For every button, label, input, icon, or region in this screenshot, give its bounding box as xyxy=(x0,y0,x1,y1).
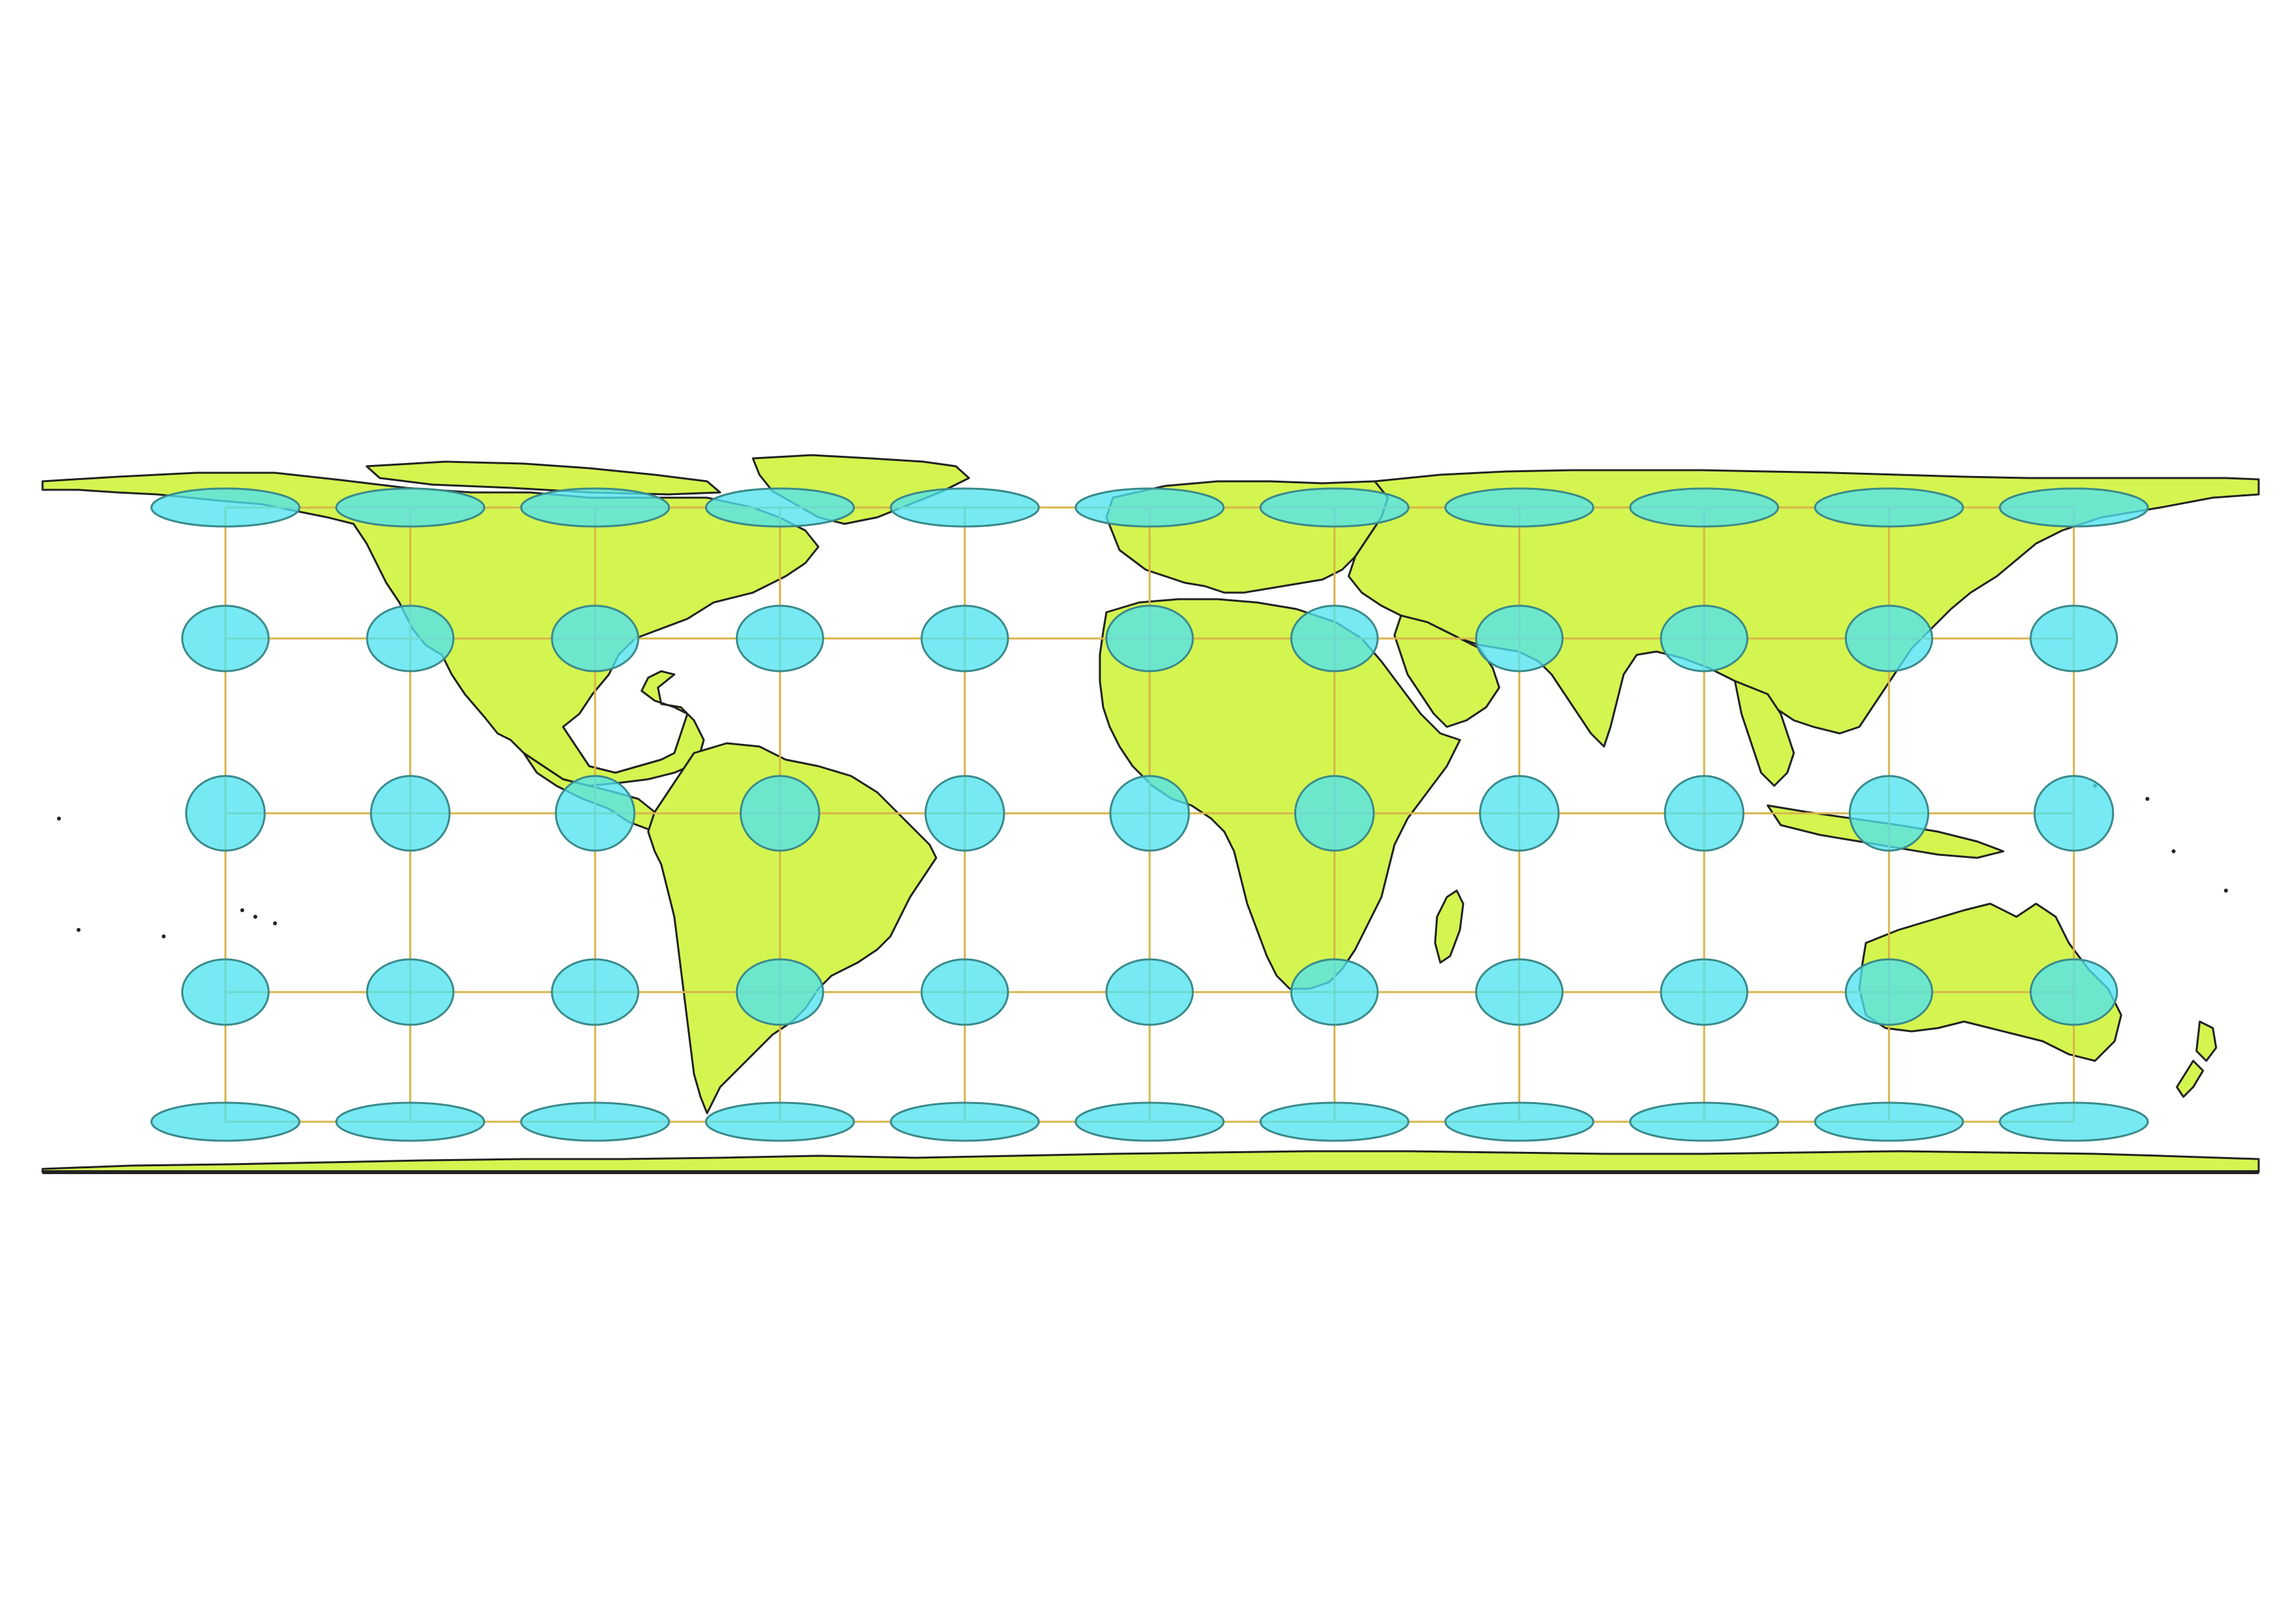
tissot-ellipse xyxy=(2030,604,2119,673)
tissot-ellipse xyxy=(335,1101,486,1142)
south-america xyxy=(647,742,938,1115)
tissot-ellipse xyxy=(1105,958,1194,1026)
arabian-peninsula xyxy=(1393,614,1501,728)
tissot-ellipse xyxy=(1848,775,1929,852)
tissot-ellipse xyxy=(1074,1101,1225,1142)
tissot-ellipse xyxy=(520,1101,670,1142)
tissot-ellipse xyxy=(1290,604,1379,673)
tissot-ellipse xyxy=(920,958,1010,1026)
tissot-ellipse xyxy=(551,604,640,673)
tissot-ellipse xyxy=(366,604,455,673)
tissot-ellipse xyxy=(1444,1101,1595,1142)
tissot-ellipse xyxy=(1660,958,1749,1026)
tissot-ellipse xyxy=(1844,604,1933,673)
tissot-ellipse xyxy=(2033,775,2115,852)
tissot-ellipse xyxy=(890,487,1040,528)
tissot-ellipse xyxy=(150,487,301,528)
tissot-ellipse xyxy=(551,958,640,1026)
tissot-ellipse xyxy=(1629,1101,1779,1142)
new-zealand xyxy=(2176,1020,2217,1098)
madagascar xyxy=(1434,889,1465,964)
tissot-ellipse xyxy=(1999,1101,2149,1142)
tissot-ellipse xyxy=(1259,487,1410,528)
tissot-ellipse xyxy=(704,1101,855,1142)
tissot-ellipse xyxy=(1109,775,1190,852)
tissot-ellipse xyxy=(1479,775,1560,852)
tissot-ellipse xyxy=(185,775,266,852)
tissot-ellipse xyxy=(1629,487,1779,528)
tissot-ellipse xyxy=(1105,604,1194,673)
tissot-ellipse xyxy=(181,604,270,673)
tissot-ellipse xyxy=(335,487,486,528)
tissot-ellipse xyxy=(1074,487,1225,528)
tissot-ellipse xyxy=(735,958,824,1026)
tissot-ellipse xyxy=(924,775,1006,852)
tissot-ellipse xyxy=(181,958,270,1026)
tissot-ellipse xyxy=(1294,775,1375,852)
tissot-ellipse xyxy=(1813,487,1964,528)
tissot-ellipse xyxy=(150,1101,301,1142)
tissot-ellipse xyxy=(366,958,455,1026)
tissot-ellipse xyxy=(1444,487,1595,528)
tissot-ellipse xyxy=(1660,604,1749,673)
tissot-ellipse xyxy=(520,487,670,528)
southeast-asia xyxy=(1734,680,1795,787)
tissot-ellipse xyxy=(370,775,451,852)
tissot-ellipse xyxy=(890,1101,1040,1142)
pacific-islands xyxy=(57,784,2228,938)
tissot-indicatrix xyxy=(150,487,2149,1142)
tissot-ellipse xyxy=(1813,1101,1964,1142)
tissot-ellipse xyxy=(1999,487,2149,528)
tissot-ellipse xyxy=(1290,958,1379,1026)
tissot-ellipse xyxy=(704,487,855,528)
tissot-ellipse xyxy=(1259,1101,1410,1142)
tissot-ellipse xyxy=(1475,958,1564,1026)
tissot-ellipse xyxy=(1475,604,1564,673)
arctic-islands xyxy=(365,460,721,496)
tissot-ellipse xyxy=(2030,958,2119,1026)
tissot-ellipse xyxy=(1664,775,1745,852)
tissot-ellipse xyxy=(739,775,820,852)
tissot-ellipse xyxy=(920,604,1010,673)
tissot-ellipse xyxy=(555,775,636,852)
tissot-ellipse xyxy=(735,604,824,673)
antarctica xyxy=(41,1150,2260,1173)
tissot-ellipse xyxy=(1844,958,1933,1026)
